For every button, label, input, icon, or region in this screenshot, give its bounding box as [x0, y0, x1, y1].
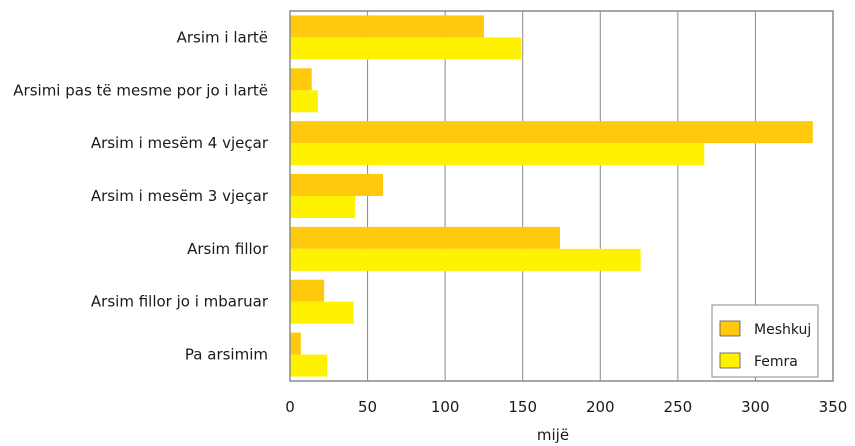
bar-meshkuj-3	[290, 174, 384, 196]
legend-label-femra: Femra	[754, 354, 798, 370]
x-tick-label: 100	[431, 398, 460, 416]
legend: Meshkuj Femra	[711, 304, 819, 378]
category-labels: Arsim i lartë Arsimi pas të mesme por jo …	[13, 28, 269, 363]
category-label: Arsim i mesëm 3 vjeçar	[91, 187, 269, 205]
x-tick-label: 300	[741, 398, 770, 416]
x-tick-label: 0	[285, 398, 295, 416]
bars	[290, 15, 813, 377]
category-label: Arsim i mesëm 4 vjeçar	[91, 134, 269, 152]
bar-femra-6	[290, 354, 328, 377]
bar-meshkuj-2	[290, 121, 813, 144]
bar-meshkuj-0	[290, 15, 484, 38]
bar-meshkuj-5	[290, 279, 325, 302]
bar-meshkuj-1	[290, 68, 312, 91]
category-label: Arsim i lartë	[177, 28, 268, 46]
bar-femra-4	[290, 248, 641, 271]
legend-swatch-femra	[719, 352, 741, 369]
category-label: Arsim fillor	[187, 240, 269, 258]
x-tick-label: 50	[358, 398, 377, 416]
bar-meshkuj-6	[290, 332, 301, 355]
x-tick-label: 350	[819, 398, 848, 416]
x-tick-label: 250	[664, 398, 693, 416]
x-axis-title: mijë	[537, 426, 569, 444]
plot-frame	[289, 10, 834, 382]
category-label: Arsim fillor jo i mbaruar	[91, 293, 269, 311]
x-tick-label: 200	[586, 398, 615, 416]
legend-swatch-meshkuj	[719, 320, 741, 337]
gridlines	[367, 11, 756, 381]
category-label: Arsimi pas të mesme por jo i lartë	[13, 81, 268, 99]
category-label: Pa arsimim	[185, 346, 268, 364]
x-tick-labels: 0 50 100 150 200 250 300 350	[285, 398, 847, 416]
bar-femra-1	[290, 90, 318, 113]
x-tick-label: 150	[508, 398, 537, 416]
bar-femra-5	[290, 301, 354, 324]
legend-label-meshkuj: Meshkuj	[754, 322, 811, 338]
bar-meshkuj-4	[290, 226, 560, 249]
bar-femra-3	[290, 196, 356, 218]
bar-femra-2	[290, 143, 705, 166]
bar-femra-0	[290, 37, 522, 60]
